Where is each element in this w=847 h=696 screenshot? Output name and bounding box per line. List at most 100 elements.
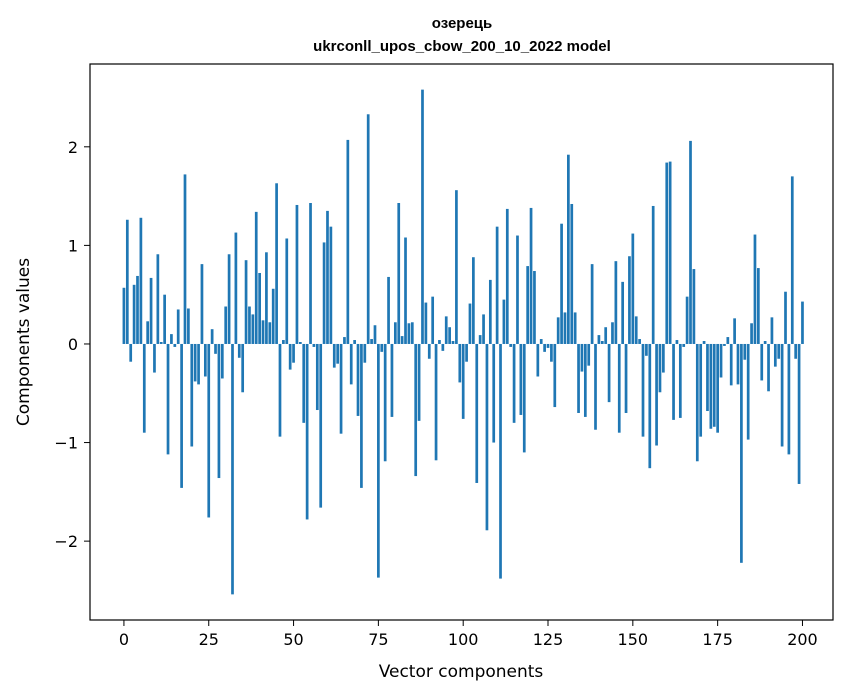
bar-component-53 bbox=[302, 343, 306, 423]
bar-component-0 bbox=[122, 287, 126, 344]
bar-component-63 bbox=[336, 343, 340, 364]
bar-component-138 bbox=[590, 264, 594, 344]
bar-component-126 bbox=[550, 343, 553, 362]
y-tick-label: 2 bbox=[68, 138, 78, 157]
bar-component-142 bbox=[604, 327, 608, 344]
bar-component-80 bbox=[393, 322, 397, 344]
bar-component-95 bbox=[444, 316, 448, 344]
bar-component-66 bbox=[346, 139, 350, 344]
bar-component-3 bbox=[132, 284, 136, 344]
bar-component-48 bbox=[285, 238, 289, 344]
bar-component-132 bbox=[570, 203, 574, 344]
x-tick-label: 50 bbox=[283, 630, 303, 649]
bar-component-125 bbox=[546, 343, 550, 348]
bar-component-82 bbox=[400, 336, 404, 344]
bar-component-195 bbox=[784, 291, 787, 344]
bar-component-28 bbox=[217, 343, 221, 479]
bar-component-43 bbox=[268, 322, 272, 344]
bar-component-116 bbox=[516, 235, 519, 344]
bar-component-25 bbox=[207, 343, 211, 518]
bar-component-157 bbox=[655, 343, 658, 446]
bars-layer bbox=[122, 89, 804, 595]
bar-component-101 bbox=[465, 343, 468, 362]
bar-component-100 bbox=[461, 343, 465, 419]
x-tick-label: 175 bbox=[702, 630, 733, 649]
bar-component-99 bbox=[458, 343, 462, 383]
bar-component-149 bbox=[628, 256, 631, 344]
bar-component-8 bbox=[149, 277, 153, 344]
bar-component-133 bbox=[573, 312, 577, 344]
bar-component-104 bbox=[475, 343, 479, 483]
bar-component-44 bbox=[271, 288, 275, 344]
bar-component-22 bbox=[197, 343, 200, 385]
bar-component-114 bbox=[509, 343, 513, 347]
bar-component-5 bbox=[139, 217, 143, 344]
bar-component-91 bbox=[431, 296, 435, 344]
bar-component-183 bbox=[743, 343, 747, 360]
bar-component-4 bbox=[136, 275, 139, 344]
bar-component-73 bbox=[370, 339, 373, 344]
bar-component-118 bbox=[522, 343, 526, 453]
bar-component-143 bbox=[607, 343, 611, 403]
bar-component-152 bbox=[638, 339, 641, 344]
bar-component-9 bbox=[153, 343, 156, 373]
y-tick-label: 1 bbox=[68, 236, 78, 255]
bar-component-161 bbox=[668, 161, 672, 344]
bar-component-177 bbox=[723, 343, 726, 346]
x-tick-label: 25 bbox=[199, 630, 219, 649]
bar-component-16 bbox=[176, 309, 180, 344]
bar-component-89 bbox=[424, 302, 428, 344]
y-tick-label: −2 bbox=[54, 532, 78, 551]
bar-component-129 bbox=[560, 223, 563, 344]
y-axis: −2 −1 0 1 2 bbox=[54, 138, 90, 551]
bar-component-42 bbox=[265, 252, 268, 344]
bar-component-35 bbox=[241, 343, 245, 393]
x-tick-label: 100 bbox=[448, 630, 479, 649]
bar-component-178 bbox=[726, 337, 730, 344]
bar-component-20 bbox=[190, 343, 194, 447]
bar-component-77 bbox=[383, 343, 387, 462]
bar-component-55 bbox=[309, 203, 312, 344]
y-axis-label: Components values bbox=[14, 258, 34, 426]
bar-component-115 bbox=[512, 343, 516, 423]
bar-component-113 bbox=[505, 208, 509, 344]
bar-component-24 bbox=[203, 343, 207, 377]
bar-component-159 bbox=[662, 343, 665, 373]
bar-component-182 bbox=[740, 343, 743, 563]
bar-component-39 bbox=[254, 211, 258, 344]
bar-component-21 bbox=[193, 343, 197, 382]
bar-component-75 bbox=[377, 343, 380, 578]
bar-component-180 bbox=[733, 318, 736, 344]
bar-component-33 bbox=[234, 232, 238, 344]
bar-component-31 bbox=[227, 254, 231, 344]
bar-component-56 bbox=[312, 343, 316, 347]
bar-component-193 bbox=[777, 343, 781, 359]
bar-component-64 bbox=[339, 343, 343, 434]
bar-component-57 bbox=[315, 343, 319, 411]
bar-component-60 bbox=[326, 210, 329, 344]
bar-component-47 bbox=[282, 340, 285, 344]
bar-component-123 bbox=[539, 339, 543, 344]
bar-component-188 bbox=[760, 343, 764, 381]
bar-component-189 bbox=[763, 341, 767, 344]
bar-component-107 bbox=[485, 343, 489, 531]
bar-component-171 bbox=[702, 341, 706, 344]
bar-component-137 bbox=[587, 343, 591, 366]
bar-component-14 bbox=[170, 334, 173, 344]
bar-component-191 bbox=[770, 317, 774, 344]
bar-component-150 bbox=[631, 233, 635, 344]
bar-component-170 bbox=[699, 343, 703, 437]
bar-component-84 bbox=[407, 323, 411, 344]
bar-component-158 bbox=[658, 343, 662, 393]
bar-component-117 bbox=[519, 343, 523, 415]
bar-component-68 bbox=[353, 340, 356, 344]
bar-component-176 bbox=[719, 343, 723, 378]
x-tick-label: 0 bbox=[119, 630, 129, 649]
bar-component-147 bbox=[621, 281, 625, 344]
bar-component-86 bbox=[414, 343, 418, 477]
bar-component-153 bbox=[641, 343, 645, 437]
bar-component-94 bbox=[441, 343, 445, 351]
bar-component-119 bbox=[526, 266, 530, 344]
bar-component-146 bbox=[617, 343, 621, 433]
bar-component-1 bbox=[125, 219, 129, 344]
